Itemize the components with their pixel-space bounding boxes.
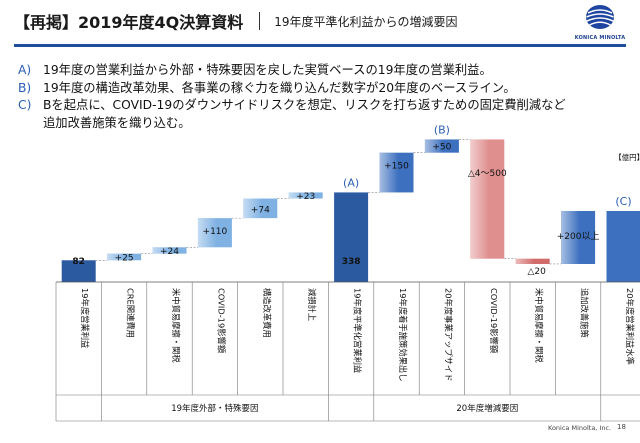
- bar: [334, 192, 369, 282]
- value-label: +25: [115, 253, 134, 263]
- category-label: 追加改善施策: [580, 288, 590, 338]
- header: 【再掲】2019年度4Q決算資料 19年度平準化利益からの増減要因: [14, 6, 458, 36]
- category-label: 米中貿易摩擦・関税: [171, 288, 181, 363]
- bar-sheen: [379, 152, 414, 193]
- value-label: +24: [160, 247, 179, 257]
- category-label: 構造改革費用: [262, 288, 272, 338]
- unit-label: 【億円】: [614, 152, 640, 162]
- notes: A) 19年度の営業利益から外部・特殊要因を戻した実質ベースの19年度の営業利益…: [18, 62, 628, 132]
- page-title: 【再掲】2019年度4Q決算資料: [14, 13, 244, 32]
- bar-sheen: [152, 247, 187, 254]
- page-number: 18: [617, 423, 626, 431]
- logo-text: KONICA MINOLTA: [574, 35, 626, 41]
- bar-sheen: [470, 139, 505, 259]
- category-label: 米中貿易摩擦・関税: [534, 288, 544, 363]
- note-key: B): [18, 80, 32, 95]
- category-label: 19年度着手施策効果出し: [398, 288, 408, 382]
- category-label: 20年度事業アップサイド: [443, 288, 453, 382]
- logo: KONICA MINOLTA: [568, 4, 632, 41]
- value-label: +23: [296, 192, 315, 202]
- note-b: B) 19年度の構造改革効果、各事業の稼ぐ力を織り込んだ数字が20年度のベースラ…: [18, 80, 628, 98]
- value-label: +200以上: [557, 231, 600, 242]
- bar-marker-label: (B): [434, 123, 450, 136]
- bar-sheen: [515, 258, 550, 264]
- value-label: 338: [342, 257, 361, 267]
- bar-sheen: [197, 218, 232, 248]
- note-c-continued: 追加改善施策を織り込む。: [18, 115, 628, 133]
- note-key: C): [18, 98, 32, 112]
- category-label: COVID-19影響額: [216, 288, 226, 353]
- group-label: 19年度外部・特殊要因: [171, 403, 258, 414]
- bar-sheen: [424, 139, 459, 153]
- bar-marker-label: (A): [343, 176, 359, 189]
- value-label: +150: [384, 162, 409, 172]
- note-c: C) Bを起点に、COVID-19のダウンサイドリスクを想定、リスクを打ち返すた…: [18, 97, 628, 115]
- category-label: 20年度営業利益水準: [625, 288, 635, 365]
- title-separator: [259, 12, 261, 30]
- bar-marker-label: (C): [615, 195, 631, 208]
- value-label: +74: [251, 205, 270, 215]
- category-label: COVID-19影響額: [489, 288, 499, 353]
- bar-sheen: [243, 198, 278, 219]
- category-label: 19年度平準化営業利益: [353, 288, 363, 373]
- category-label: CRE関連費用: [126, 288, 136, 338]
- value-label: △20: [528, 267, 547, 277]
- group-label: 20年度増減要因: [456, 403, 518, 414]
- bar-sheen: [561, 210, 596, 264]
- konica-minolta-logo-icon: [586, 5, 614, 29]
- note-text: Bを起点に、COVID-19のダウンサイドリスクを想定、リスクを打ち返すための固…: [43, 98, 566, 112]
- value-label: +110: [203, 227, 228, 237]
- category-label: 19年度営業利益: [80, 288, 90, 348]
- value-label: △4～500: [468, 169, 507, 179]
- category-label: 減損計上: [307, 288, 317, 321]
- note-key: A): [18, 63, 32, 77]
- bar-sheen: [288, 192, 323, 199]
- note-text: 追加改善施策を織り込む。: [43, 115, 191, 130]
- footer-company: Konica Minolta, Inc.: [548, 424, 612, 432]
- header-rule: [14, 44, 626, 47]
- bar-sheen: [107, 253, 142, 261]
- value-label: 82: [72, 257, 85, 267]
- value-label: +50: [432, 143, 451, 153]
- page-subtitle: 19年度平準化利益からの増減要因: [274, 14, 458, 29]
- bar: [606, 210, 640, 282]
- note-text: 19年度の構造改革効果、各事業の稼ぐ力を織り込んだ数字が20年度のベースライン。: [43, 80, 516, 95]
- note-a: A) 19年度の営業利益から外部・特殊要因を戻した実質ベースの19年度の営業利益…: [18, 62, 628, 80]
- bar: [61, 260, 96, 282]
- note-text: 19年度の営業利益から外部・特殊要因を戻した実質ベースの19年度の営業利益。: [43, 63, 492, 77]
